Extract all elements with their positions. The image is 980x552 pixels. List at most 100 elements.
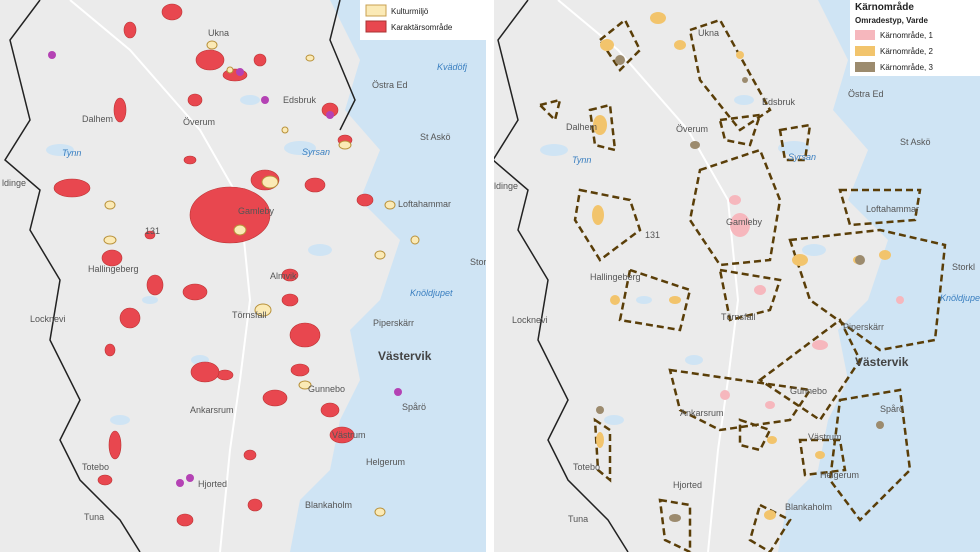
karnomrade-2 bbox=[596, 432, 604, 448]
karaktarsomrade bbox=[304, 177, 326, 193]
karaktarsomrade bbox=[176, 513, 194, 527]
place-label: Storkl bbox=[470, 257, 493, 267]
point-site bbox=[326, 111, 334, 119]
place-label: Helgerum bbox=[820, 470, 859, 480]
karnomrade-boundary bbox=[838, 188, 922, 227]
place-label: Almvik bbox=[270, 271, 297, 281]
place-label: Locknevi bbox=[30, 314, 66, 324]
place-label: Hjorted bbox=[198, 479, 227, 489]
place-label: Edsbruk bbox=[762, 97, 796, 107]
kulturmiljo bbox=[261, 175, 279, 189]
legend-title: Kärnområde bbox=[855, 1, 914, 13]
left-legend: Kulturmiljö Karaktärsområde bbox=[360, 0, 486, 40]
lake bbox=[636, 296, 652, 304]
kulturmiljo bbox=[338, 140, 352, 150]
legend-label: Kärnområde, 2 bbox=[880, 47, 933, 56]
karnomrade-3 bbox=[615, 55, 625, 65]
karnomrade-boundary bbox=[718, 268, 782, 322]
place-label: Knöldjupet bbox=[410, 288, 453, 298]
karnomrade-2 bbox=[815, 451, 825, 459]
place-label: Gamleby bbox=[726, 217, 763, 227]
karaktarsomrade bbox=[190, 361, 220, 383]
place-label: Ukna bbox=[698, 28, 719, 38]
karaktarsomrade bbox=[144, 230, 156, 240]
karaktarsomrade bbox=[53, 178, 91, 198]
place-label: Totebo bbox=[573, 462, 600, 472]
place-label: Tuna bbox=[84, 512, 104, 522]
place-label: Västervik bbox=[378, 349, 432, 363]
place-label: Hallingeberg bbox=[590, 272, 641, 282]
place-label: Ukna bbox=[208, 28, 229, 38]
karnomrade-boundary bbox=[688, 148, 782, 267]
karaktarsomrade bbox=[161, 3, 183, 21]
karnomrade-2 bbox=[669, 296, 681, 304]
place-label: Västrum bbox=[808, 432, 842, 442]
karaktarsomrade bbox=[97, 474, 113, 486]
karnomrade-2 bbox=[610, 295, 620, 305]
place-label: Gunnebo bbox=[790, 386, 827, 396]
kulturmiljo bbox=[233, 224, 247, 236]
karnomrade-1 bbox=[720, 390, 730, 400]
kulturmiljo bbox=[384, 200, 396, 210]
place-label: Helgerum bbox=[366, 457, 405, 467]
place-label: Ankarsrum bbox=[680, 408, 724, 418]
kulturmiljo bbox=[298, 380, 312, 390]
kulturmiljo bbox=[254, 303, 272, 317]
place-label: Västrum bbox=[332, 430, 366, 440]
karnomrade-boundary bbox=[668, 368, 813, 432]
lake bbox=[308, 244, 332, 256]
karnomrade-3 bbox=[742, 77, 748, 83]
karaktarsomrade bbox=[216, 369, 234, 381]
karnomrade-2 bbox=[600, 39, 614, 51]
place-label: Blankaholm bbox=[785, 502, 832, 512]
sea bbox=[290, 0, 486, 552]
place-label: Piperskärr bbox=[373, 318, 414, 328]
legend-label: Kärnområde, 1 bbox=[880, 31, 933, 40]
karnomrade-boundary bbox=[588, 103, 617, 152]
place-label: 131 bbox=[645, 230, 660, 240]
legend-swatch bbox=[365, 20, 387, 33]
lake bbox=[802, 244, 826, 256]
karnomrade-2 bbox=[767, 436, 777, 444]
karnomrade-2 bbox=[764, 510, 776, 520]
karaktarsomrade bbox=[247, 498, 263, 512]
place-label: St Askö bbox=[900, 137, 931, 147]
place-label: Gamleby bbox=[238, 206, 275, 216]
karaktarsomrade bbox=[119, 307, 141, 329]
border bbox=[4, 0, 141, 552]
place-label: Dalhem bbox=[82, 114, 113, 124]
karnomrade-2 bbox=[674, 40, 686, 50]
lake bbox=[540, 144, 568, 156]
karnomrade-3 bbox=[669, 514, 681, 522]
kulturmiljo bbox=[305, 54, 315, 62]
kulturmiljo bbox=[206, 40, 218, 50]
place-label: Hjorted bbox=[673, 480, 702, 490]
place-label: Loftahammar bbox=[866, 204, 919, 214]
point-site bbox=[261, 96, 269, 104]
place-label: Östra Ed bbox=[848, 89, 884, 99]
legend-label: Kärnområde, 3 bbox=[880, 63, 933, 72]
karaktarsomrade bbox=[113, 97, 127, 123]
karaktarsomrade bbox=[182, 283, 208, 301]
place-label: Blankaholm bbox=[305, 500, 352, 510]
place-label: Storkl bbox=[952, 262, 975, 272]
karnomrade-2 bbox=[592, 205, 604, 225]
place-label: Hallingeberg bbox=[88, 264, 139, 274]
karnomrade-1 bbox=[754, 285, 766, 295]
sea bbox=[778, 0, 980, 552]
karnomrade-boundary bbox=[828, 388, 912, 522]
karaktarsomrade bbox=[195, 49, 225, 71]
legend-label: Kulturmiljö bbox=[391, 7, 429, 16]
place-label: Tynn bbox=[572, 155, 591, 165]
lake bbox=[284, 141, 316, 155]
karnomrade-3 bbox=[855, 255, 865, 265]
karnomrade-boundary bbox=[788, 228, 947, 352]
karaktarsomrade bbox=[262, 389, 288, 407]
left-map: Ukna Östra Ed Kvädöfj Edsbruk Dalhem Överum St… bbox=[0, 0, 493, 552]
karaktarsomrade bbox=[146, 274, 164, 296]
karaktarsomrade bbox=[108, 430, 122, 460]
lake bbox=[685, 355, 703, 365]
karnomrade-3 bbox=[876, 421, 884, 429]
